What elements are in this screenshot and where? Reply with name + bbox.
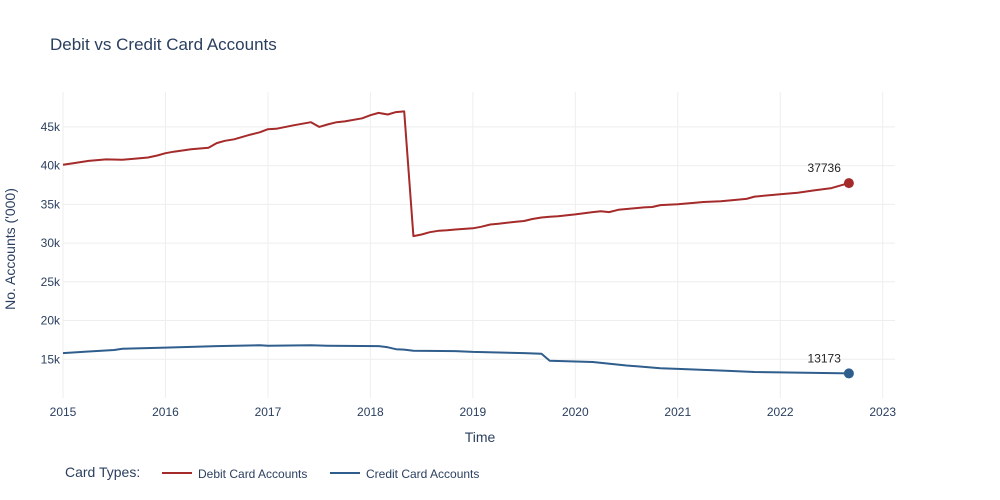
y-axis-title: No. Accounts ('000) (2, 188, 18, 310)
series-line-debit (62, 110, 850, 238)
x-axis-title: Time (465, 429, 496, 445)
end-point-debit[interactable] (843, 178, 854, 189)
y-tick-label: 45k (41, 120, 61, 134)
end-value-label-credit: 13173 (808, 351, 842, 365)
x-tick-label: 2016 (152, 405, 179, 419)
end-point-credit[interactable] (843, 368, 854, 379)
x-tick-label: 2023 (869, 405, 896, 419)
legend-label-debit: Debit Card Accounts (198, 467, 307, 481)
y-tick-label: 30k (41, 236, 61, 250)
y-tick-label: 15k (41, 352, 61, 366)
x-axis-ticks: 2015 2016 2017 2018 2019 2020 2021 2022 2023 (50, 405, 897, 419)
y-axis-ticks: 15k 20k 25k 30k 35k 40k 45k (41, 120, 61, 366)
legend-title: Card Types: (65, 464, 140, 480)
y-tick-label: 40k (41, 159, 61, 173)
legend: Card Types: Debit Card Accounts Credit C… (65, 464, 479, 481)
y-tick-label: 20k (41, 314, 61, 328)
legend-item-credit[interactable]: Credit Card Accounts (330, 467, 479, 481)
y-tick-label: 25k (41, 275, 61, 289)
series-line-credit (62, 344, 849, 375)
x-tick-label: 2017 (255, 405, 282, 419)
x-tick-label: 2021 (664, 405, 691, 419)
x-tick-label: 2022 (767, 405, 794, 419)
chart-title: Debit vs Credit Card Accounts (50, 35, 277, 54)
x-tick-label: 2015 (50, 405, 77, 419)
x-tick-label: 2019 (460, 405, 487, 419)
end-value-label-debit: 37736 (808, 161, 842, 175)
x-tick-label: 2018 (357, 405, 384, 419)
x-tick-label: 2020 (562, 405, 589, 419)
series-layer: 37736 13173 (62, 110, 854, 379)
legend-label-credit: Credit Card Accounts (366, 467, 479, 481)
gridlines (62, 92, 895, 398)
legend-item-debit[interactable]: Debit Card Accounts (162, 467, 307, 481)
y-tick-label: 35k (41, 197, 61, 211)
